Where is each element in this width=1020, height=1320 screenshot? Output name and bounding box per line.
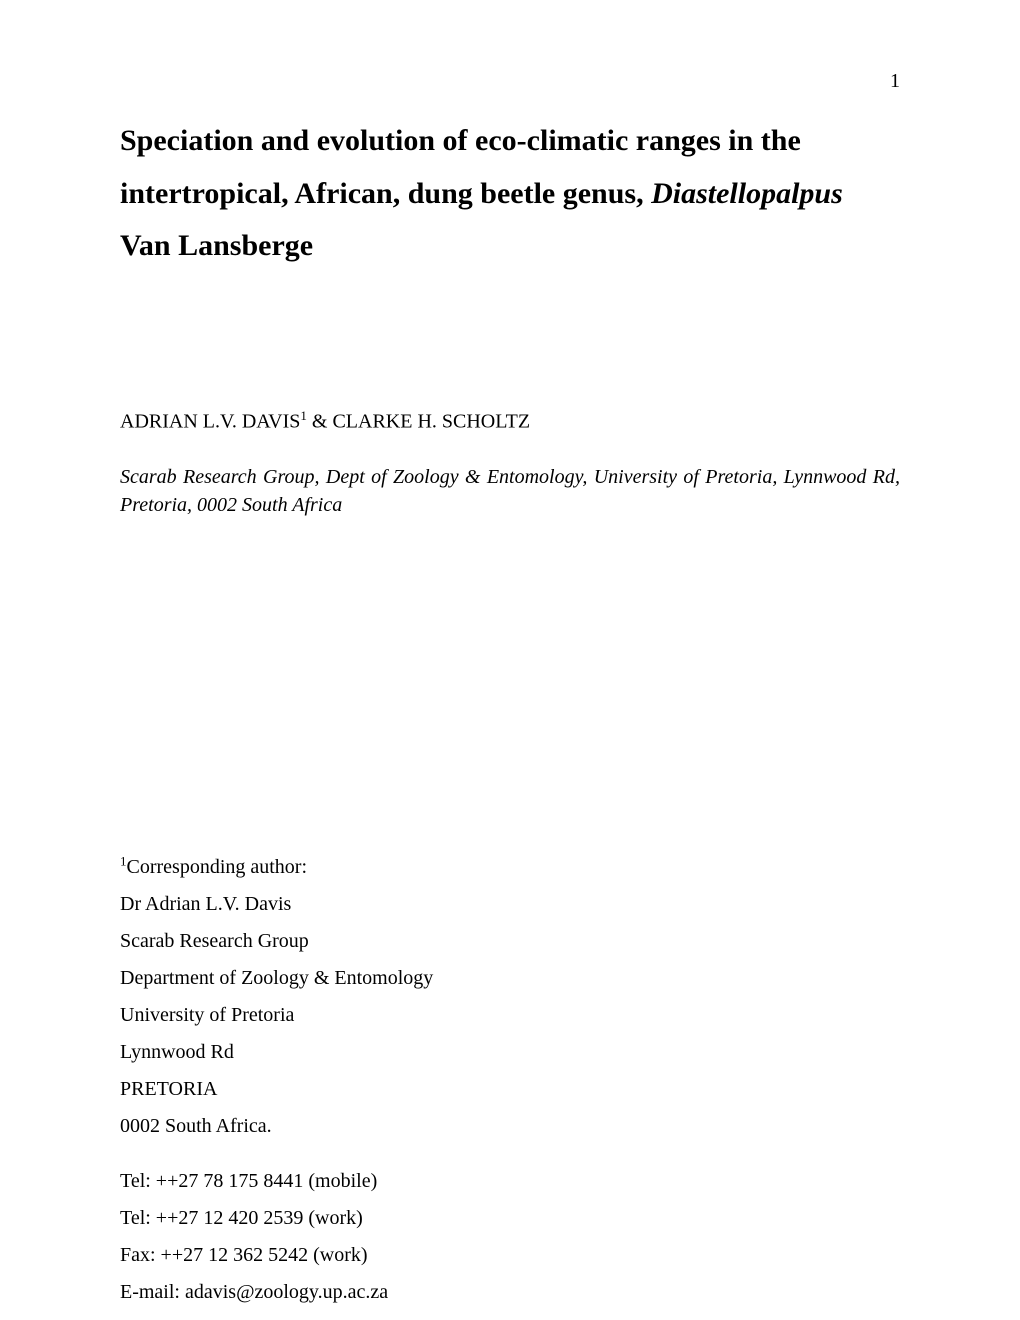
affiliation: Scarab Research Group, Dept of Zoology &… xyxy=(120,463,900,519)
contact-block: Tel: ++27 78 175 8441 (mobile) Tel: ++27… xyxy=(120,1163,900,1311)
corresponding-label-line: 1Corresponding author: xyxy=(120,849,900,886)
corresponding-line: Dr Adrian L.V. Davis xyxy=(120,886,900,923)
corresponding-line: University of Pretoria xyxy=(120,997,900,1034)
author2: CLARKE H. SCHOLTZ xyxy=(332,410,530,432)
page-number: 1 xyxy=(890,70,900,93)
authors: ADRIAN L.V. DAVIS1 & CLARKE H. SCHOLTZ xyxy=(120,408,900,434)
corresponding-label: Corresponding author: xyxy=(127,856,308,878)
corresponding-line: Scarab Research Group xyxy=(120,923,900,960)
corresponding-line: 0002 South Africa. xyxy=(120,1108,900,1145)
author1: ADRIAN L.V. DAVIS xyxy=(120,410,300,432)
corresponding-line: Department of Zoology & Entomology xyxy=(120,960,900,997)
contact-line: E-mail: adavis@zoology.up.ac.za xyxy=(120,1274,900,1311)
paper-title: Speciation and evolution of eco-climatic… xyxy=(120,115,900,273)
corresponding-author-block: 1Corresponding author: Dr Adrian L.V. Da… xyxy=(120,849,900,1145)
title-part2: Van Lansberge xyxy=(120,229,313,262)
corresponding-line: Lynnwood Rd xyxy=(120,1034,900,1071)
contact-line: Tel: ++27 78 175 8441 (mobile) xyxy=(120,1163,900,1200)
contact-line: Tel: ++27 12 420 2539 (work) xyxy=(120,1200,900,1237)
author-connector: & xyxy=(307,410,333,432)
corresponding-line: PRETORIA xyxy=(120,1071,900,1108)
title-italic: Diastellopalpus xyxy=(651,177,843,210)
contact-line: Fax: ++27 12 362 5242 (work) xyxy=(120,1237,900,1274)
